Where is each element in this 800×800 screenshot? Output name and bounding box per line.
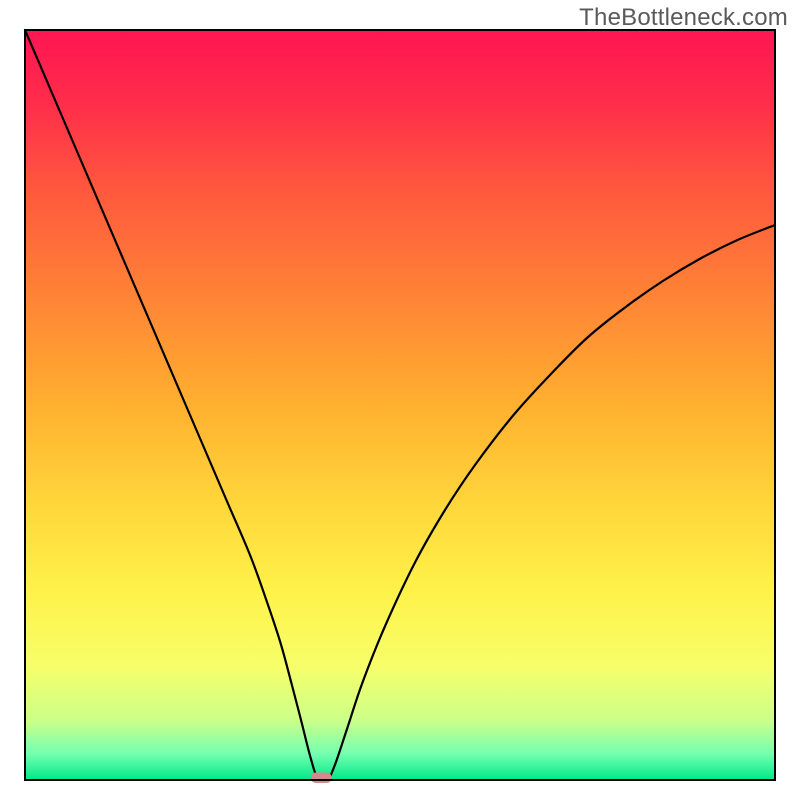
gradient-background <box>25 30 775 780</box>
watermark-text: TheBottleneck.com <box>579 4 788 32</box>
chart-svg <box>0 0 800 800</box>
optimal-point-marker <box>311 773 332 784</box>
chart-container: TheBottleneck.com <box>0 0 800 800</box>
